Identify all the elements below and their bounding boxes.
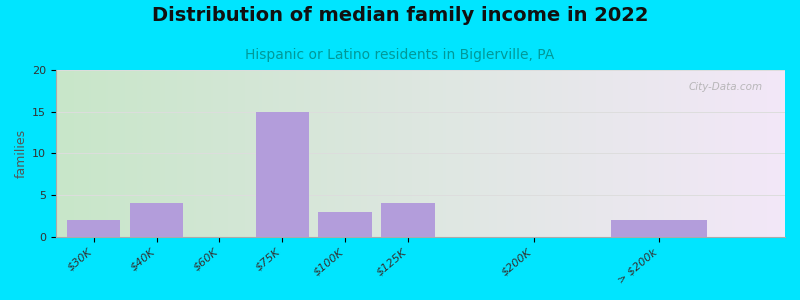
Bar — [130, 203, 183, 237]
Bar — [318, 212, 372, 237]
Text: Distribution of median family income in 2022: Distribution of median family income in … — [152, 6, 648, 25]
Bar — [382, 203, 434, 237]
Bar — [611, 220, 707, 237]
Text: Hispanic or Latino residents in Biglerville, PA: Hispanic or Latino residents in Biglervi… — [246, 48, 554, 62]
Text: City-Data.com: City-Data.com — [689, 82, 763, 92]
Y-axis label: families: families — [15, 129, 28, 178]
Bar — [255, 112, 309, 237]
Bar — [67, 220, 121, 237]
